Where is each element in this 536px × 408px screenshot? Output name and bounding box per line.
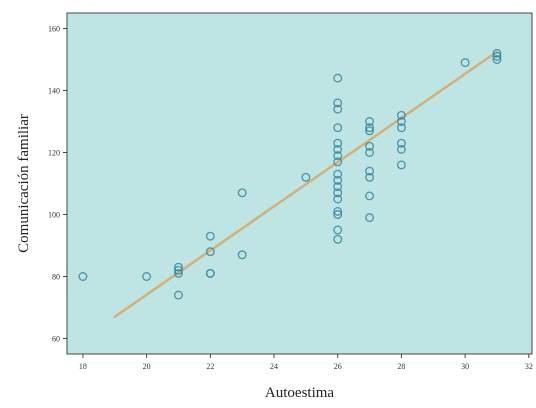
y-tick-label: 140 — [48, 87, 60, 96]
data-point — [396, 138, 406, 148]
data-point — [333, 206, 343, 216]
data-point — [205, 247, 215, 257]
data-point — [174, 265, 183, 275]
data-point — [78, 272, 88, 281]
data-point — [333, 138, 343, 148]
data-point — [365, 213, 375, 223]
x-tick-label: 18 — [79, 362, 87, 371]
data-point — [333, 98, 343, 108]
data-point — [365, 166, 375, 176]
data-points-layer — [78, 48, 502, 300]
data-point — [396, 110, 406, 120]
data-point — [333, 157, 343, 167]
data-point — [333, 175, 343, 185]
x-tick-label: 24 — [270, 362, 278, 371]
y-tick-label: 100 — [48, 211, 60, 220]
x-tick-label: 30 — [461, 362, 469, 371]
data-point — [174, 268, 183, 278]
fit-line-layer — [113, 50, 499, 319]
data-point — [365, 126, 375, 136]
data-point — [460, 58, 470, 68]
data-point — [237, 188, 247, 198]
data-point — [492, 51, 502, 61]
data-point — [333, 144, 343, 154]
x-tick-label: 28 — [397, 362, 405, 371]
data-point — [301, 172, 311, 182]
y-tick-label: 160 — [48, 25, 60, 34]
x-tick-label: 20 — [143, 362, 151, 371]
data-point — [333, 234, 343, 244]
y-axis-title: Comunicación familiar — [16, 114, 32, 253]
data-point — [492, 55, 502, 64]
y-axis: 60 80 100 120 140 160 — [48, 25, 67, 344]
y-tick-label: 120 — [48, 149, 60, 158]
data-point — [174, 262, 183, 272]
data-point — [333, 104, 343, 114]
data-point — [396, 160, 406, 170]
data-point — [333, 151, 343, 161]
data-point — [333, 73, 343, 83]
data-point — [333, 182, 343, 192]
data-point — [365, 191, 375, 201]
data-point — [237, 250, 247, 260]
data-point — [365, 123, 375, 133]
data-point — [365, 148, 375, 157]
x-tick-label: 22 — [206, 362, 214, 371]
data-point — [492, 48, 502, 58]
data-point — [396, 117, 406, 126]
data-point — [365, 141, 375, 151]
data-point — [365, 117, 375, 126]
data-point — [396, 144, 406, 154]
data-point — [333, 194, 343, 204]
y-tick-label: 60 — [52, 335, 60, 344]
data-point — [333, 225, 343, 235]
data-point — [333, 188, 343, 198]
x-axis-title: Autoestima — [265, 385, 334, 401]
data-point — [142, 272, 152, 281]
x-axis: 18 20 22 24 26 28 30 32 — [79, 354, 533, 371]
data-point — [333, 210, 343, 219]
data-point — [396, 123, 406, 133]
data-point — [365, 172, 375, 182]
data-point — [333, 123, 343, 133]
data-point — [205, 231, 215, 241]
x-tick-label: 26 — [334, 362, 342, 371]
data-point — [205, 268, 215, 278]
data-point — [333, 169, 343, 179]
data-point — [174, 290, 183, 300]
fit-line — [113, 50, 499, 319]
y-tick-label: 80 — [52, 273, 60, 282]
x-tick-label: 32 — [525, 362, 533, 371]
